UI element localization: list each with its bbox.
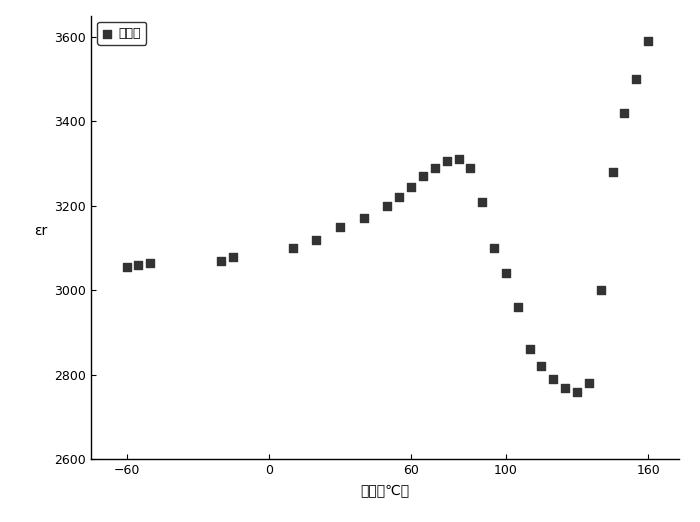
介电二 (417, 172, 428, 181)
介电二 (133, 261, 144, 269)
介电二 (287, 244, 298, 252)
介电二 (536, 362, 547, 371)
介电二 (477, 197, 488, 206)
介电二 (500, 269, 512, 278)
介电二 (145, 259, 156, 267)
Legend: 介电二: 介电二 (97, 22, 146, 45)
介电二 (335, 223, 346, 231)
介电二 (393, 193, 405, 201)
介电二 (643, 37, 654, 45)
介电二 (382, 201, 393, 210)
介电二 (311, 235, 322, 244)
介电二 (465, 163, 476, 172)
介电二 (228, 252, 239, 260)
介电二 (595, 286, 606, 294)
介电二 (216, 257, 227, 265)
介电二 (489, 244, 500, 252)
介电二 (121, 263, 132, 271)
介电二 (453, 155, 464, 163)
介电二 (405, 183, 416, 191)
介电二 (571, 387, 582, 396)
介电二 (512, 303, 524, 312)
介电二 (429, 163, 440, 172)
Y-axis label: εr: εr (34, 223, 47, 238)
介电二 (631, 75, 642, 83)
介电二 (547, 375, 559, 383)
介电二 (524, 346, 536, 354)
介电二 (583, 379, 594, 387)
X-axis label: 温度（℃）: 温度（℃） (360, 483, 409, 497)
介电二 (619, 109, 630, 117)
介电二 (441, 157, 452, 165)
介电二 (559, 383, 570, 392)
介电二 (607, 168, 618, 176)
介电二 (358, 215, 370, 223)
